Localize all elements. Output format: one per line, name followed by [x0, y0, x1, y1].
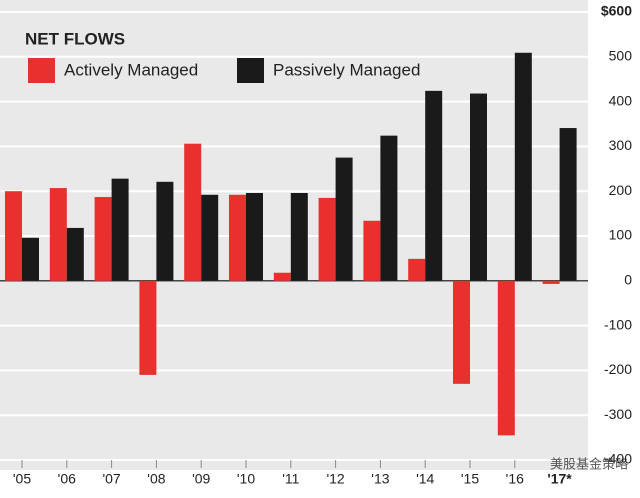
bar [408, 258, 426, 281]
x-tick-label: '11 [282, 471, 299, 487]
bar [66, 227, 84, 281]
x-tick-label: '09 [192, 471, 210, 487]
y-tick-label: -400 [604, 451, 632, 467]
x-tick-label: '05 [13, 471, 31, 487]
y-tick-label: 0 [624, 272, 632, 288]
y-tick-label: 100 [609, 227, 633, 243]
x-tick-label: '14 [416, 471, 434, 487]
bar [22, 237, 39, 281]
bar [201, 194, 219, 281]
chart-title: NET FLOWS [25, 29, 125, 48]
bar [542, 280, 560, 284]
bar [139, 280, 157, 375]
x-tick-label: '13 [371, 471, 389, 487]
bar [111, 178, 129, 281]
bar [5, 191, 22, 281]
bar [497, 280, 515, 436]
bar [453, 280, 470, 384]
y-tick-label: -100 [604, 316, 632, 332]
bar [559, 128, 577, 281]
bar [470, 93, 487, 281]
bar [318, 197, 336, 281]
x-tick-label: '12 [326, 471, 344, 487]
bar [184, 143, 202, 281]
x-tick-label: '06 [58, 471, 76, 487]
x-tick-label: '10 [237, 471, 255, 487]
y-tick-label: 300 [609, 137, 633, 153]
legend-swatch [28, 58, 55, 83]
bar [335, 157, 353, 281]
y-tick-label: 500 [609, 48, 633, 64]
watermark: 美股基金策略 [550, 456, 628, 471]
bar [273, 272, 291, 281]
y-tick-label: -200 [604, 361, 632, 377]
y-tick-label: 200 [609, 182, 633, 198]
legend-label: Actively Managed [64, 60, 198, 79]
y-tick-label: 400 [609, 92, 633, 108]
bar [94, 197, 112, 281]
x-tick-label: '15 [461, 471, 479, 487]
x-tick-label: '08 [147, 471, 165, 487]
bar [380, 135, 398, 281]
x-tick-label: '07 [102, 471, 120, 487]
bar [290, 192, 308, 281]
bar [363, 220, 381, 281]
x-tick-label: '17* [547, 471, 572, 487]
bar [514, 52, 532, 281]
legend-swatch [237, 58, 264, 83]
y-tick-label: -300 [604, 406, 632, 422]
y-tick-label: $600 [601, 3, 632, 19]
bar [246, 192, 263, 281]
x-tick-label: '16 [506, 471, 524, 487]
bar [425, 90, 443, 281]
bar [229, 194, 246, 281]
legend-label: Passively Managed [273, 60, 420, 79]
bar [156, 181, 174, 281]
bar [49, 188, 67, 281]
